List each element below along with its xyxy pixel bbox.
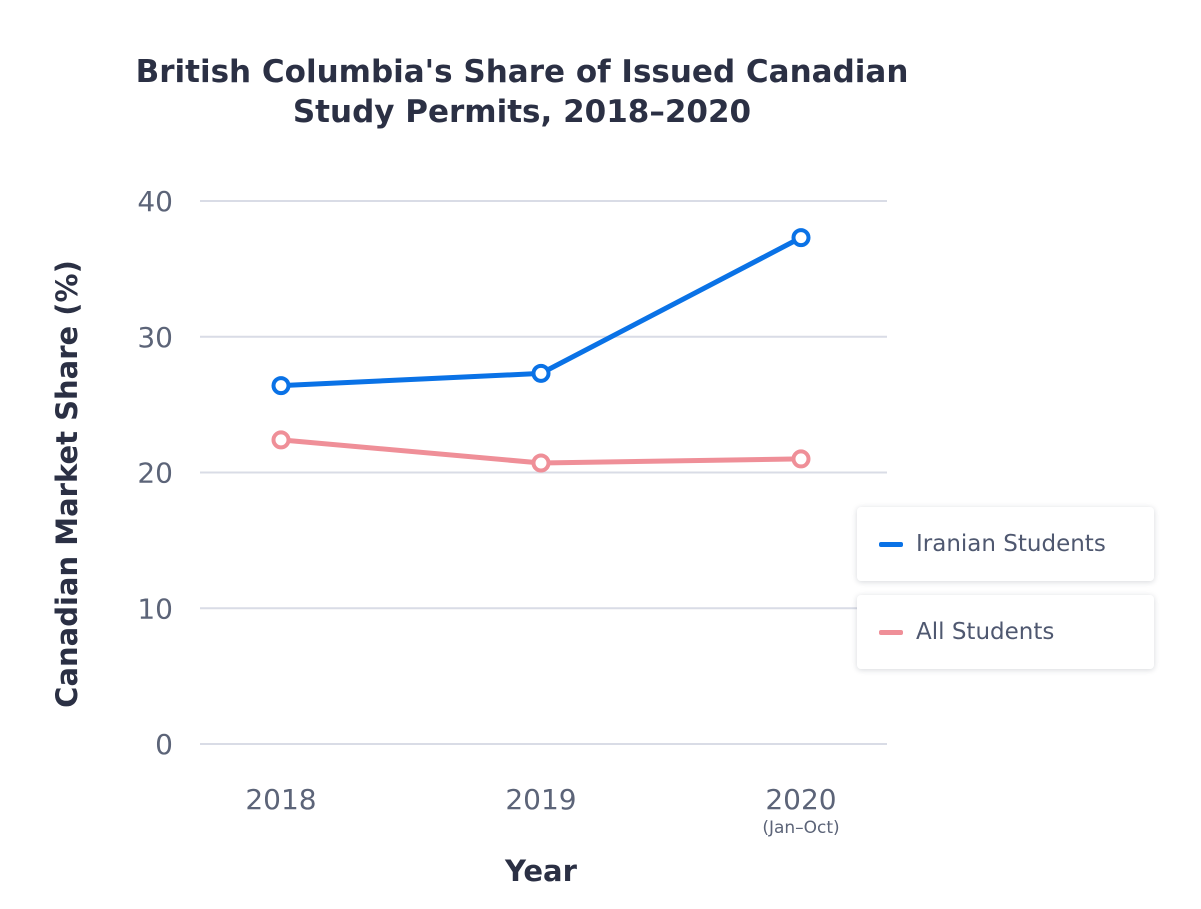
series-line-iranian-students [278,235,804,389]
legend-swatch-all [879,629,903,635]
x-axis-title: Year [504,854,578,888]
x-tick-label-2019: 2019 [505,783,576,816]
data-point-iranian-students-2020 [791,228,811,248]
legend-label-iranian: Iranian Students [916,531,1106,557]
legend-label-all: All Students [916,619,1055,645]
gridlines [200,200,887,745]
y-tick-label-40: 40 [137,185,173,218]
x-tick-label-2020: 2020 [765,783,836,816]
series-group [271,228,811,473]
legend-swatch-iranian [879,541,903,547]
data-point-all-students-2020 [791,449,811,469]
x-tick-note-2020: (Jan–Oct) [762,818,839,838]
data-point-iranian-students-2018 [271,376,291,396]
y-tick-label-0: 0 [155,728,173,761]
legend-item-iranian-students: Iranian Students [857,507,1154,581]
y-tick-label-20: 20 [137,457,173,490]
data-point-all-students-2018 [271,430,291,450]
x-tick-label-2018: 2018 [245,783,316,816]
chart-title-line-2: Study Permits, 2018–2020 [293,94,751,130]
y-axis-ticks: 0 10 20 30 40 [137,185,173,761]
y-tick-label-30: 30 [137,321,173,354]
data-point-all-students-2019 [531,453,551,473]
y-axis-title: Canadian Market Share (%) [50,260,84,708]
legend-item-all-students: All Students [857,595,1154,669]
data-point-iranian-students-2019 [531,363,551,383]
x-axis-ticks: 2018 2019 2020(Jan–Oct) [245,783,839,838]
chart-title-line-1: British Columbia's Share of Issued Canad… [136,54,909,90]
y-tick-label-10: 10 [137,592,173,625]
